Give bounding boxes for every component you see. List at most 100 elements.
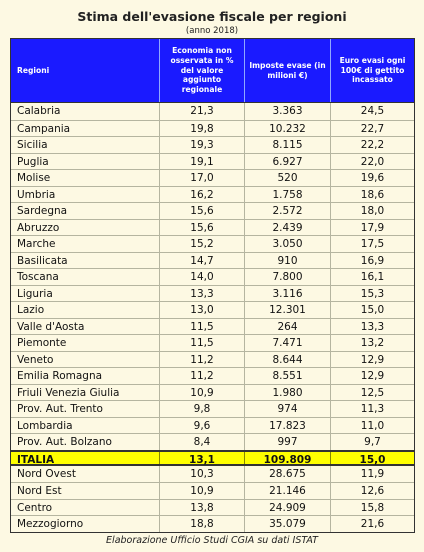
- table-row: Liguria 13,3 3.116 15,3: [11, 284, 414, 301]
- total-cell-euro: 15,0: [330, 451, 414, 466]
- table-row: Molise 17,0 520 19,6: [11, 169, 414, 186]
- table-row: Puglia 19,1 6.927 22,0: [11, 152, 414, 169]
- cell-economia: 11,5: [159, 318, 244, 334]
- cell-euro: 22,2: [330, 137, 414, 153]
- total-row-italia: ITALIA 13,1 109.809 15,0: [11, 449, 414, 466]
- header-euro-evasi: Euro evasi ogni 100€ di gettito incassat…: [330, 39, 414, 102]
- source-footer: Elaborazione Ufficio Studi CGIA su dati …: [106, 535, 318, 546]
- table-row: Abruzzo 15,6 2.439 17,9: [11, 218, 414, 235]
- cell-euro: 17,5: [330, 236, 414, 252]
- cell-region: Molise: [17, 172, 51, 184]
- cell-economia: 15,2: [159, 236, 244, 252]
- cell-imposte: 35.079: [244, 516, 330, 532]
- cell-economia: 16,2: [159, 186, 244, 202]
- cell-imposte: 12.301: [244, 302, 330, 318]
- cell-economia: 14,7: [159, 252, 244, 268]
- cell-imposte: 3.116: [244, 285, 330, 301]
- cell-imposte: 24.909: [244, 499, 330, 515]
- cell-economia: 19,1: [159, 153, 244, 169]
- cell-imposte: 7.471: [244, 335, 330, 351]
- cell-euro: 22,7: [330, 120, 414, 136]
- cell-economia: 9,8: [159, 401, 244, 417]
- cell-euro: 12,5: [330, 384, 414, 400]
- cell-euro: 15,8: [330, 499, 414, 515]
- cell-economia: 13,0: [159, 302, 244, 318]
- page-subtitle: (anno 2018): [185, 26, 239, 36]
- cell-region: Calabria: [17, 105, 61, 117]
- cell-imposte: 974: [244, 401, 330, 417]
- table-row: Prov. Aut. Bolzano 8,4 997 9,7: [11, 433, 414, 450]
- table-row: Valle d'Aosta 11,5 264 13,3: [11, 317, 414, 334]
- area-row: Mezzogiorno 18,8 35.079 21,6: [11, 515, 414, 532]
- cell-euro: 11,0: [330, 417, 414, 433]
- macro-areas-body: Nord Ovest 10,3 28.675 11,9 Nord Est 10,9 21.1…: [11, 465, 414, 532]
- cell-euro: 16,1: [330, 269, 414, 285]
- cell-imposte: 264: [244, 318, 330, 334]
- table-row: Sicilia 19,3 8.115 22,2: [11, 136, 414, 153]
- cell-imposte: 2.572: [244, 203, 330, 219]
- cell-imposte: 910: [244, 252, 330, 268]
- cell-euro: 12,9: [330, 351, 414, 367]
- cell-economia: 15,6: [159, 203, 244, 219]
- header-imposte-evase: Imposte evase (in milioni €): [244, 39, 330, 102]
- cell-imposte: 8.644: [244, 351, 330, 367]
- cell-economia: 17,0: [159, 170, 244, 186]
- cell-euro: 15,3: [330, 285, 414, 301]
- table-row: Sardegna 15,6 2.572 18,0: [11, 202, 414, 219]
- cell-euro: 18,6: [330, 186, 414, 202]
- cell-euro: 15,0: [330, 302, 414, 318]
- cell-euro: 21,6: [330, 516, 414, 532]
- cell-economia: 19,3: [159, 137, 244, 153]
- cell-imposte: 1.758: [244, 186, 330, 202]
- cell-imposte: 997: [244, 434, 330, 450]
- cell-euro: 18,0: [330, 203, 414, 219]
- cell-region: Liguria: [17, 287, 53, 300]
- table-row: Campania 19,8 10.232 22,7: [11, 119, 414, 136]
- cell-economia: 19,8: [159, 120, 244, 136]
- header-economia-non-osservata: Economia non osservata in % del valore a…: [159, 39, 244, 102]
- table-row: Piemonte 11,5 7.471 13,2: [11, 334, 414, 351]
- cell-region: Marche: [17, 238, 56, 250]
- cell-region: Campania: [17, 122, 71, 135]
- cell-region: Basilicata: [17, 254, 68, 267]
- cell-region: Abruzzo: [17, 221, 60, 234]
- cell-euro: 9,7: [330, 434, 414, 450]
- cell-imposte: 7.800: [244, 269, 330, 285]
- total-cell-region: ITALIA: [17, 453, 55, 466]
- cell-euro: 12,6: [330, 483, 414, 499]
- cell-region: Lazio: [17, 304, 45, 316]
- cell-region: Prov. Aut. Trento: [17, 403, 103, 415]
- cell-economia: 15,6: [159, 219, 244, 235]
- cell-economia: 11,5: [159, 335, 244, 351]
- cell-region: Umbria: [17, 188, 56, 201]
- cell-region: Lombardia: [17, 419, 73, 432]
- table-row: Basilicata 14,7 910 16,9: [11, 251, 414, 268]
- cell-euro: 17,9: [330, 219, 414, 235]
- total-cell-economia: 13,1: [159, 451, 244, 466]
- table-row: Emilia Romagna 11,2 8.551 12,9: [11, 367, 414, 384]
- cell-imposte: 3.363: [244, 103, 330, 120]
- page-title: Stima dell'evasione fiscale per regioni: [77, 9, 347, 24]
- cell-economia: 9,6: [159, 417, 244, 433]
- cell-region: Emilia Romagna: [17, 370, 103, 382]
- cell-region: Sardegna: [17, 205, 68, 217]
- cell-euro: 11,3: [330, 401, 414, 417]
- cell-euro: 22,0: [330, 153, 414, 169]
- table-body: Calabria 21,3 3.363 24,5 Campania 19,8 10.232 2…: [11, 102, 414, 450]
- cell-imposte: 1.980: [244, 384, 330, 400]
- cell-region: Centro: [17, 501, 53, 514]
- cell-imposte: 10.232: [244, 120, 330, 136]
- cell-euro: 16,9: [330, 252, 414, 268]
- table-row: Lazio 13,0 12.301 15,0: [11, 301, 414, 318]
- cell-economia: 10,9: [159, 483, 244, 499]
- cell-euro: 13,2: [330, 335, 414, 351]
- cell-region: Nord Ovest: [17, 467, 76, 480]
- area-row: Centro 13,8 24.909 15,8: [11, 498, 414, 515]
- cell-economia: 13,3: [159, 285, 244, 301]
- cell-imposte: 8.551: [244, 368, 330, 384]
- cell-economia: 11,2: [159, 368, 244, 384]
- area-row: Nord Est 10,9 21.146 12,6: [11, 482, 414, 499]
- cell-imposte: 6.927: [244, 153, 330, 169]
- area-row: Nord Ovest 10,3 28.675 11,9: [11, 465, 414, 482]
- tax-evasion-table: Regioni Economia non osservata in % del …: [10, 38, 415, 533]
